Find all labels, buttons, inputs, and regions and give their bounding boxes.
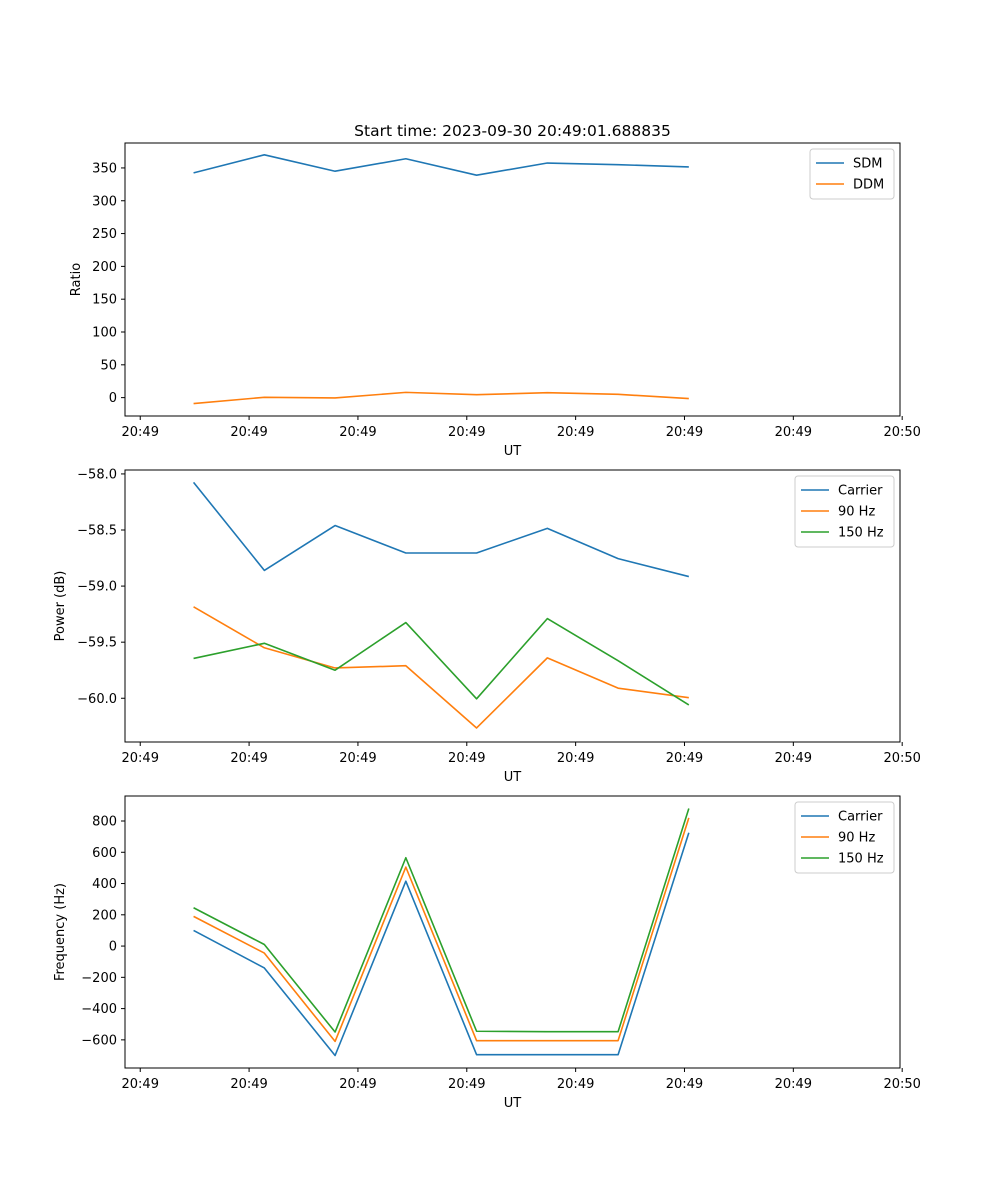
power-series-line-carrier	[192, 481, 690, 578]
power-y-tick-label: −59.0	[77, 580, 117, 595]
frequency-y-tick-label: 200	[92, 908, 117, 923]
ratio-x-tick-label: 20:49	[775, 425, 812, 440]
ratio-y-tick-label: 300	[92, 194, 117, 209]
power-legend-label: Carrier	[838, 484, 883, 499]
frequency-x-tick-label: 20:49	[666, 1077, 703, 1092]
frequency-series-line-150-hz	[193, 808, 690, 1033]
frequency-x-tick-label: 20:49	[448, 1077, 485, 1092]
power-x-tick-label: 20:49	[666, 751, 703, 766]
ratio-axes-frame	[124, 142, 901, 417]
ratio-x-tick-label: 20:49	[339, 425, 376, 440]
frequency-legend-label: 90 Hz	[838, 831, 875, 846]
ratio-x-tick-label: 20:49	[557, 425, 594, 440]
ratio-series-line-ddm	[193, 391, 689, 405]
power-series-line-90-hz	[193, 606, 689, 729]
power-x-tick-label: 20:50	[883, 751, 920, 766]
power-series-line-150-hz	[193, 617, 690, 706]
power-y-tick-label: −58.5	[77, 524, 117, 539]
power-x-tick-label: 20:49	[339, 751, 376, 766]
power-x-tick-label: 20:49	[557, 751, 594, 766]
frequency-y-tick-label: 0	[109, 940, 117, 955]
ratio-y-axis-label: Ratio	[69, 263, 84, 296]
power-x-tick-label: 20:49	[448, 751, 485, 766]
frequency-x-tick-label: 20:50	[883, 1077, 920, 1092]
frequency-subplot: 20:49 20:49 20:49 20:49 20:49 20:49 20:49 20:50…	[53, 795, 921, 1111]
ratio-y-tick-label: 250	[92, 227, 117, 242]
power-y-tick-label: −59.5	[77, 636, 117, 651]
frequency-y-tick-label: 400	[92, 877, 117, 892]
frequency-x-tick-label: 20:49	[230, 1077, 267, 1092]
power-axes-frame	[124, 469, 901, 743]
frequency-x-tick-label: 20:49	[557, 1077, 594, 1092]
frequency-series-line-90-hz	[193, 817, 690, 1043]
ratio-subplot: 20:49 20:49 20:49 20:49 20:49 20:49 20:49 20:50…	[69, 142, 921, 459]
power-x-tick-label: 20:49	[775, 751, 812, 766]
power-legend-label: 150 Hz	[838, 526, 884, 541]
frequency-x-tick-label: 20:49	[775, 1077, 812, 1092]
ratio-series-line-sdm	[193, 154, 689, 176]
ratio-legend-box	[809, 148, 895, 200]
frequency-y-tick-label: −400	[81, 1002, 117, 1017]
power-y-axis-label: Power (dB)	[53, 571, 68, 642]
frequency-y-tick-label: 600	[92, 846, 117, 861]
frequency-series-line-carrier	[193, 832, 690, 1057]
power-legend-box	[794, 475, 895, 548]
frequency-legend-box	[794, 801, 895, 874]
figure-title: Start time: 2023-09-30 20:49:01.688835	[354, 122, 671, 140]
power-y-tick-label: −60.0	[77, 692, 117, 707]
ratio-y-tick-label: 0	[109, 391, 117, 406]
power-y-tick-label: −58.0	[77, 467, 117, 482]
power-legend-label: 90 Hz	[838, 505, 875, 520]
frequency-x-tick-label: 20:49	[339, 1077, 376, 1092]
ratio-x-tick-label: 20:49	[448, 425, 485, 440]
power-legend: Carrier 90 Hz 150 Hz	[794, 475, 895, 548]
frequency-x-tick-label: 20:49	[122, 1077, 159, 1092]
frequency-legend-label: 150 Hz	[838, 852, 884, 867]
frequency-x-axis-label: UT	[504, 1096, 522, 1111]
power-x-tick-label: 20:49	[122, 751, 159, 766]
power-x-tick-label: 20:49	[230, 751, 267, 766]
ratio-y-tick-label: 350	[92, 161, 117, 176]
ratio-y-tick-label: 100	[92, 326, 117, 341]
ratio-legend-label: DDM	[853, 178, 884, 193]
ratio-x-tick-label: 20:49	[666, 425, 703, 440]
ratio-x-axis-label: UT	[504, 444, 522, 459]
frequency-y-tick-label: −600	[81, 1033, 117, 1048]
ratio-y-tick-label: 150	[92, 293, 117, 308]
frequency-y-tick-label: −200	[81, 971, 117, 986]
frequency-y-tick-label: 800	[92, 815, 117, 830]
power-subplot: 20:49 20:49 20:49 20:49 20:49 20:49 20:49 20:50…	[53, 467, 921, 785]
ratio-legend: SDM DDM	[809, 148, 895, 200]
ratio-y-tick-label: 200	[92, 260, 117, 275]
frequency-legend-label: Carrier	[838, 810, 883, 825]
ratio-x-tick-label: 20:49	[122, 425, 159, 440]
power-x-axis-label: UT	[504, 770, 522, 785]
ratio-x-tick-label: 20:50	[883, 425, 920, 440]
frequency-legend: Carrier 90 Hz 150 Hz	[794, 801, 895, 874]
frequency-y-axis-label: Frequency (Hz)	[53, 883, 68, 981]
ratio-legend-label: SDM	[853, 157, 882, 172]
ratio-x-tick-label: 20:49	[230, 425, 267, 440]
ratio-y-tick-label: 50	[100, 358, 117, 373]
frequency-axes-frame	[124, 795, 901, 1069]
